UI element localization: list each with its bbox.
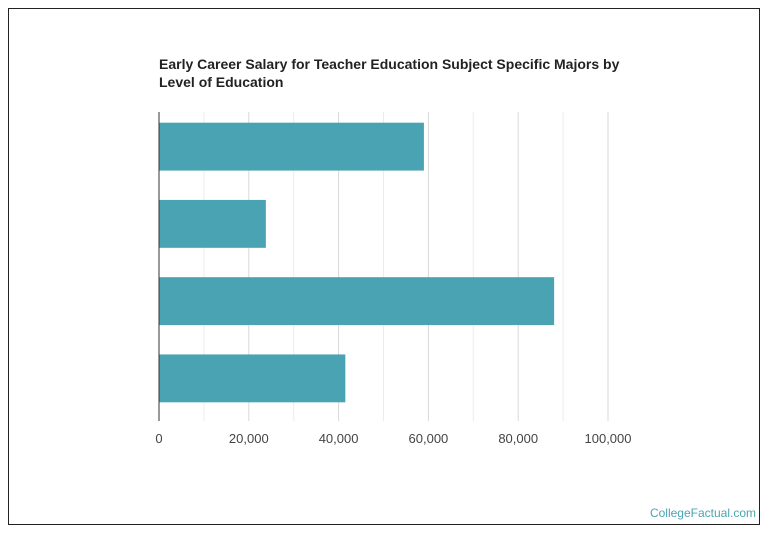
x-tick-label: 40,000 bbox=[319, 431, 359, 446]
credit-link[interactable]: CollegeFactual.com bbox=[649, 506, 756, 520]
chart-title: Early Career Salary for Teacher Educatio… bbox=[159, 56, 620, 90]
bar[interactable] bbox=[159, 277, 555, 326]
bar[interactable] bbox=[159, 354, 346, 403]
x-tick-label: 60,000 bbox=[409, 431, 449, 446]
x-tick-label: 80,000 bbox=[498, 431, 538, 446]
x-tick-label: 0 bbox=[155, 431, 162, 446]
bars bbox=[159, 122, 555, 403]
x-tick-label: 100,000 bbox=[585, 431, 632, 446]
bar[interactable] bbox=[159, 199, 266, 248]
x-tick-labels: 0 20,000 40,000 60,000 80,000 100,000 bbox=[155, 431, 631, 446]
bar[interactable] bbox=[159, 122, 424, 171]
x-tick-label: 20,000 bbox=[229, 431, 269, 446]
